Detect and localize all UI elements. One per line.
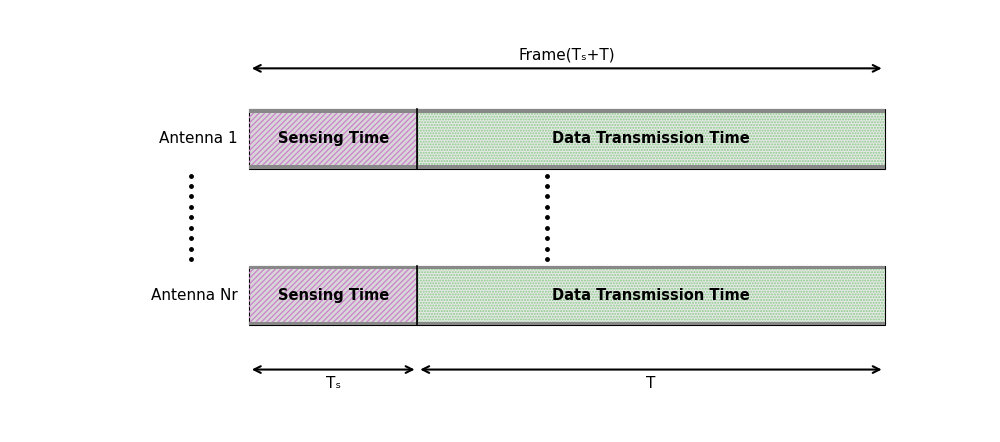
Text: Antenna 1: Antenna 1 xyxy=(159,131,237,146)
Bar xyxy=(417,109,885,169)
Text: Data Transmission Time: Data Transmission Time xyxy=(552,131,750,146)
Text: T: T xyxy=(646,376,656,391)
Bar xyxy=(417,266,885,325)
Bar xyxy=(249,165,885,169)
Text: Tₛ: Tₛ xyxy=(326,376,341,391)
Text: Data Transmission Time: Data Transmission Time xyxy=(552,288,750,303)
Text: Sensing Time: Sensing Time xyxy=(278,288,389,303)
Bar xyxy=(249,266,885,269)
Bar xyxy=(249,109,417,169)
Text: Antenna Nr: Antenna Nr xyxy=(151,288,237,303)
Bar xyxy=(249,266,417,325)
Text: Sensing Time: Sensing Time xyxy=(278,131,389,146)
Bar xyxy=(249,109,417,169)
Bar xyxy=(417,109,885,169)
Text: Frame(Tₛ+T): Frame(Tₛ+T) xyxy=(518,47,615,62)
Bar xyxy=(249,109,885,113)
Bar xyxy=(417,266,885,325)
Bar xyxy=(249,322,885,325)
Bar xyxy=(249,266,417,325)
